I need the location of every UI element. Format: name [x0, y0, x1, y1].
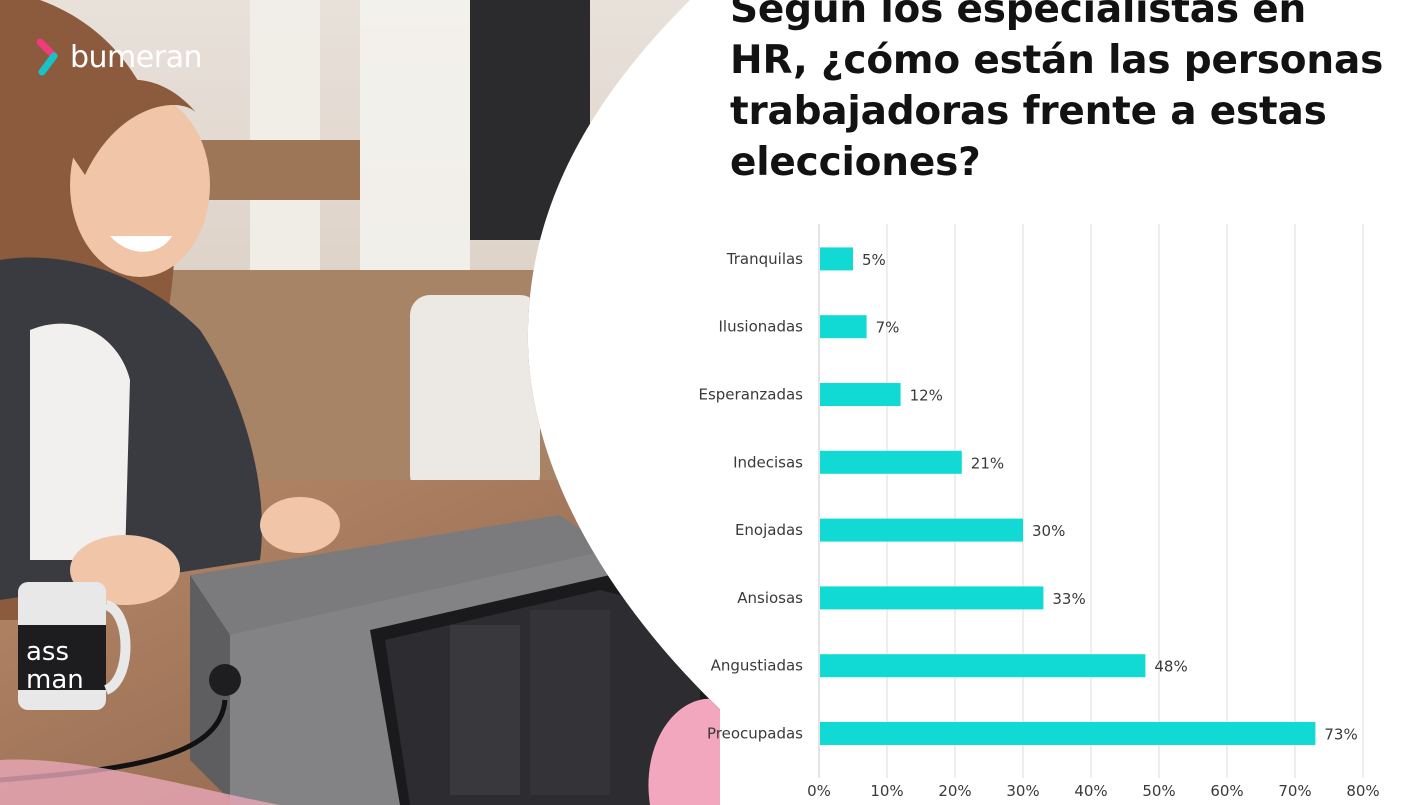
category-label: Angustiadas [711, 657, 804, 675]
data-label: 12% [910, 387, 943, 405]
bar [820, 383, 901, 406]
svg-text:man: man [26, 665, 84, 695]
category-label: Enojadas [735, 521, 803, 539]
category-label: Ilusionadas [719, 318, 804, 336]
data-label: 48% [1154, 658, 1187, 676]
x-tick-label: 50% [1142, 782, 1175, 800]
x-tick-label: 30% [1006, 782, 1039, 800]
bar [820, 586, 1044, 610]
data-label: 30% [1032, 522, 1065, 540]
data-label: 5% [862, 251, 886, 269]
bar-chart: 0% 10% 20% 30% 40% 50% 60% 70% 80% Tranquilas 5% Il… [690, 218, 1390, 805]
bar [820, 654, 1146, 678]
x-tick-label: 20% [938, 782, 971, 800]
category-label: Ansiosas [737, 589, 803, 607]
bar [820, 722, 1316, 745]
category-label: Esperanzadas [698, 386, 803, 404]
x-tick-label: 40% [1074, 782, 1107, 800]
x-tick-label: 70% [1278, 782, 1311, 800]
category-label: Tranquilas [726, 250, 803, 268]
data-label: 21% [971, 454, 1004, 472]
bar [820, 315, 867, 339]
x-tick-label: 60% [1210, 782, 1243, 800]
logo-wordmark: bumeran [70, 40, 202, 75]
bumeran-logo-icon [36, 38, 58, 76]
category-label: Preocupadas [707, 725, 803, 743]
x-tick-label: 80% [1346, 782, 1379, 800]
data-label: 7% [876, 319, 900, 337]
bar [820, 450, 962, 474]
bumeran-logo: bumeran [36, 38, 202, 78]
data-label: 33% [1052, 590, 1085, 608]
bar [820, 247, 853, 271]
bar [820, 518, 1023, 542]
category-label: Indecisas [733, 453, 803, 471]
x-tick-label: 0% [807, 782, 831, 800]
chart-title: Según los especialistas en HR, ¿cómo est… [730, 0, 1384, 185]
data-label: 73% [1324, 726, 1357, 744]
svg-text:ass: ass [26, 637, 69, 667]
x-tick-label: 10% [870, 782, 903, 800]
bar-chart-svg: 0% 10% 20% 30% 40% 50% 60% 70% 80% Tranquilas 5% Il… [698, 224, 1380, 800]
